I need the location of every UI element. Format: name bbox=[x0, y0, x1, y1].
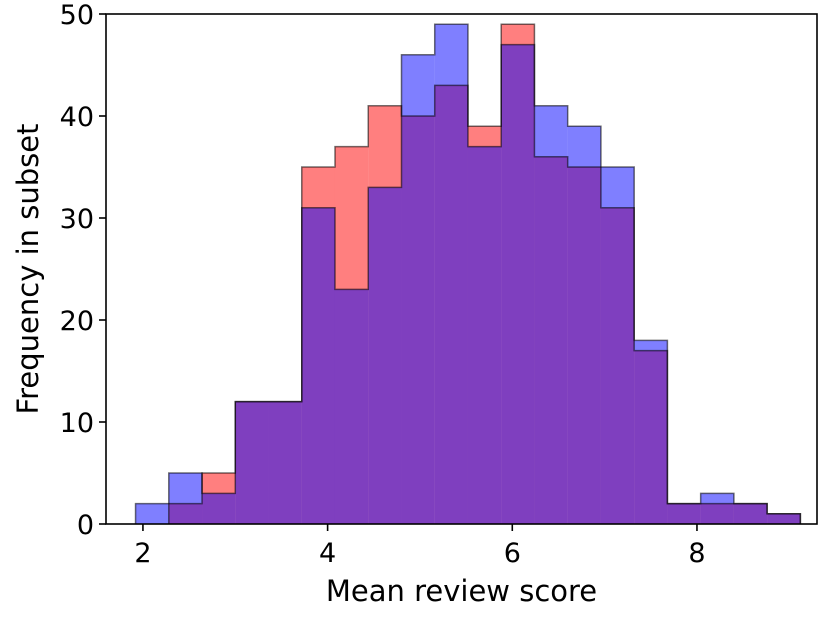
y-tick-label: 0 bbox=[77, 510, 94, 541]
y-tick-label: 20 bbox=[60, 306, 94, 337]
histogram-bar bbox=[467, 146, 502, 524]
y-axis-ticks: 0 10 20 30 40 50 bbox=[60, 0, 106, 541]
plot-area bbox=[134, 23, 802, 525]
series-2 bbox=[135, 24, 801, 525]
x-tick-label: 4 bbox=[319, 538, 336, 569]
y-tick-label: 30 bbox=[60, 204, 94, 235]
histogram-bar bbox=[168, 473, 203, 524]
histogram-bar bbox=[268, 401, 302, 524]
histogram-bar bbox=[534, 105, 568, 525]
histogram-bar bbox=[501, 44, 535, 524]
histogram-bar bbox=[700, 493, 734, 524]
series-outline-2 bbox=[134, 23, 802, 524]
histogram-bar bbox=[667, 503, 701, 524]
histogram-bar bbox=[600, 167, 635, 524]
histogram-bar bbox=[634, 340, 668, 524]
x-tick-label: 8 bbox=[688, 538, 705, 569]
histogram-bar bbox=[368, 187, 402, 524]
x-axis-label: Mean review score bbox=[326, 574, 597, 608]
histogram-bar bbox=[401, 54, 435, 525]
histogram-bar bbox=[202, 493, 236, 524]
histogram-bar bbox=[301, 207, 335, 525]
histogram-bar bbox=[334, 289, 369, 524]
y-tick-label: 10 bbox=[60, 408, 94, 439]
histogram-bar bbox=[733, 503, 768, 524]
histogram-bar bbox=[767, 513, 801, 524]
x-axis-ticks: 2 4 6 8 bbox=[134, 524, 706, 569]
histogram-bar bbox=[135, 503, 169, 524]
y-axis-label: Frequency in subset bbox=[11, 124, 45, 415]
y-tick-label: 50 bbox=[60, 0, 94, 31]
histogram-bar bbox=[567, 126, 601, 524]
histogram-bar bbox=[235, 401, 269, 524]
y-tick-label: 40 bbox=[60, 102, 94, 133]
plot-frame bbox=[105, 13, 818, 525]
x-tick-label: 6 bbox=[504, 538, 521, 569]
histogram-bar bbox=[434, 24, 468, 524]
x-tick-label: 2 bbox=[134, 538, 151, 569]
